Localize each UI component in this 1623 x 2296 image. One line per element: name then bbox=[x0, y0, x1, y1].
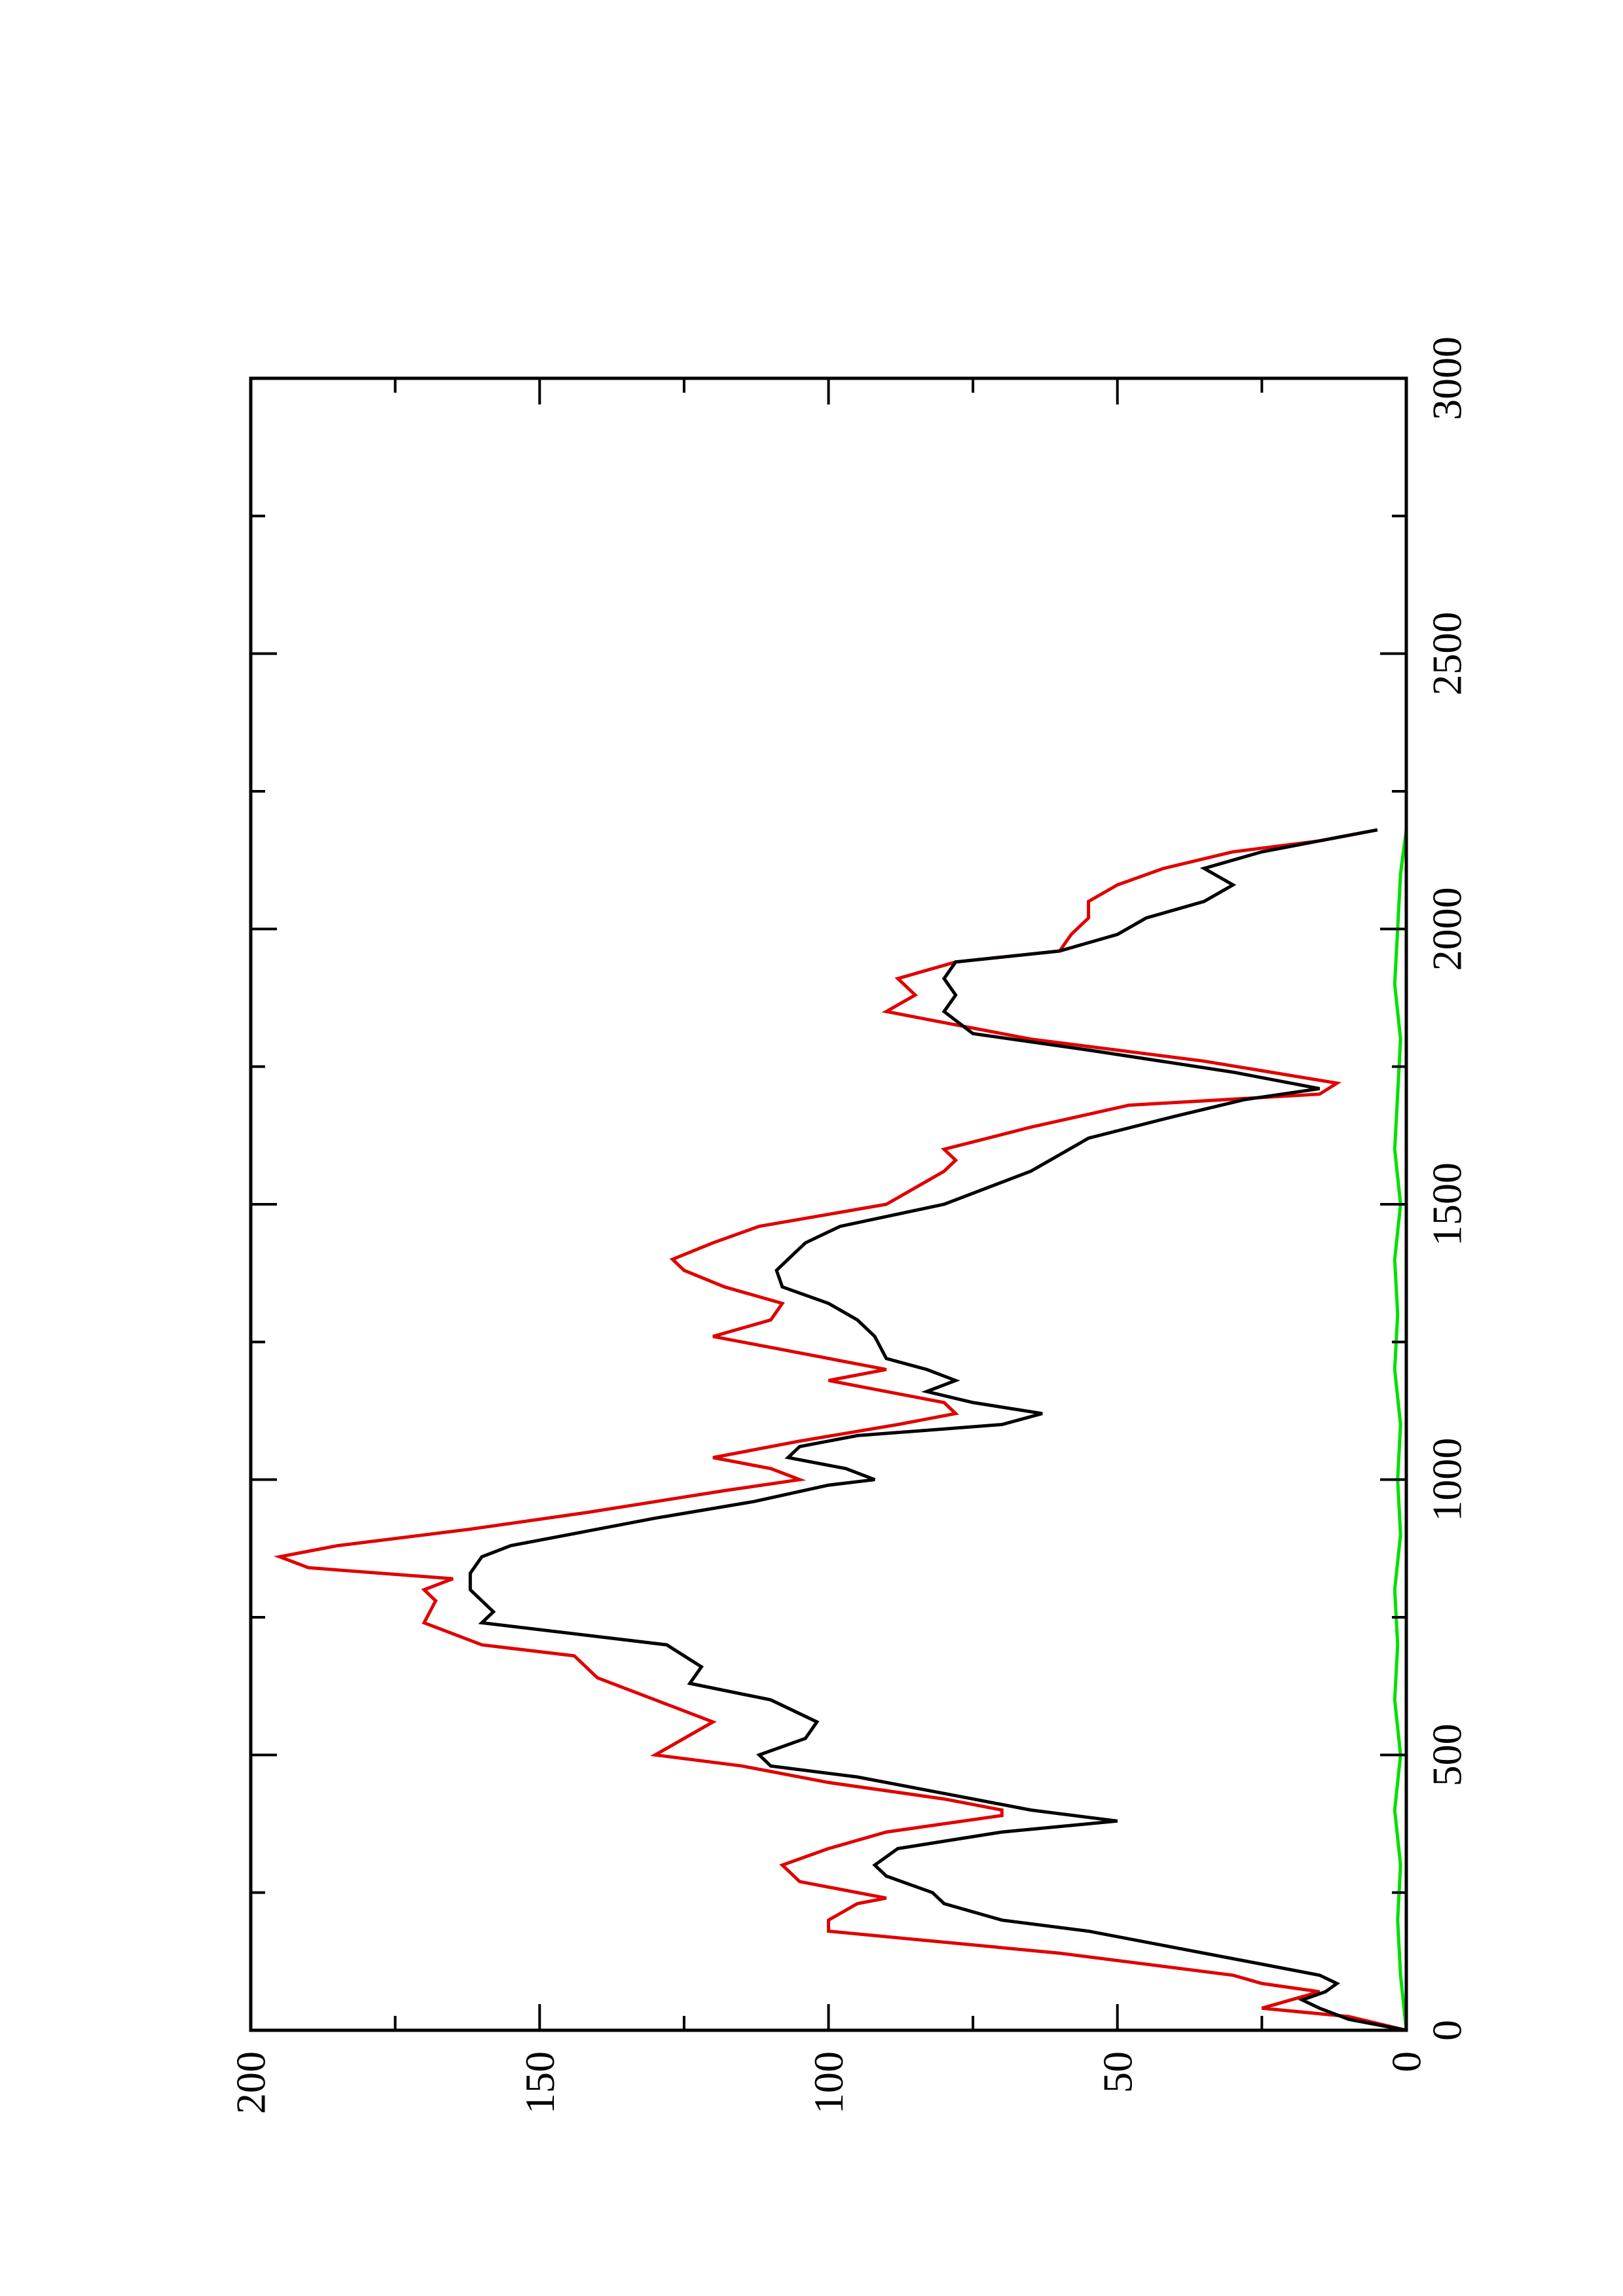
x-tick-label: 0 bbox=[1424, 2020, 1470, 2041]
y-tick-label: 200 bbox=[228, 2051, 274, 2114]
x-tick-label: 500 bbox=[1424, 1723, 1470, 1786]
series-layer bbox=[273, 828, 1408, 2032]
tick-layer bbox=[249, 377, 1408, 2032]
y-tick-label: 50 bbox=[1094, 2051, 1140, 2093]
tick-label-layer: 0 500 1000 1500 2000 2500 3000 0 50 100 150 200 bbox=[228, 336, 1470, 2114]
y-tick-label: 0 bbox=[1383, 2051, 1430, 2072]
series-line-1 bbox=[273, 828, 1407, 2032]
y-tick-label: 100 bbox=[805, 2051, 852, 2114]
x-tick-label: 1000 bbox=[1424, 1438, 1470, 1522]
x-tick-label: 1500 bbox=[1424, 1162, 1470, 1246]
x-tick-label: 2000 bbox=[1424, 887, 1470, 971]
series-line-2 bbox=[1393, 829, 1408, 2031]
x-tick-label: 3000 bbox=[1424, 336, 1470, 420]
y-tick-label: 150 bbox=[517, 2051, 563, 2114]
series-line-0 bbox=[468, 828, 1407, 2032]
x-tick-label: 2500 bbox=[1424, 612, 1470, 696]
